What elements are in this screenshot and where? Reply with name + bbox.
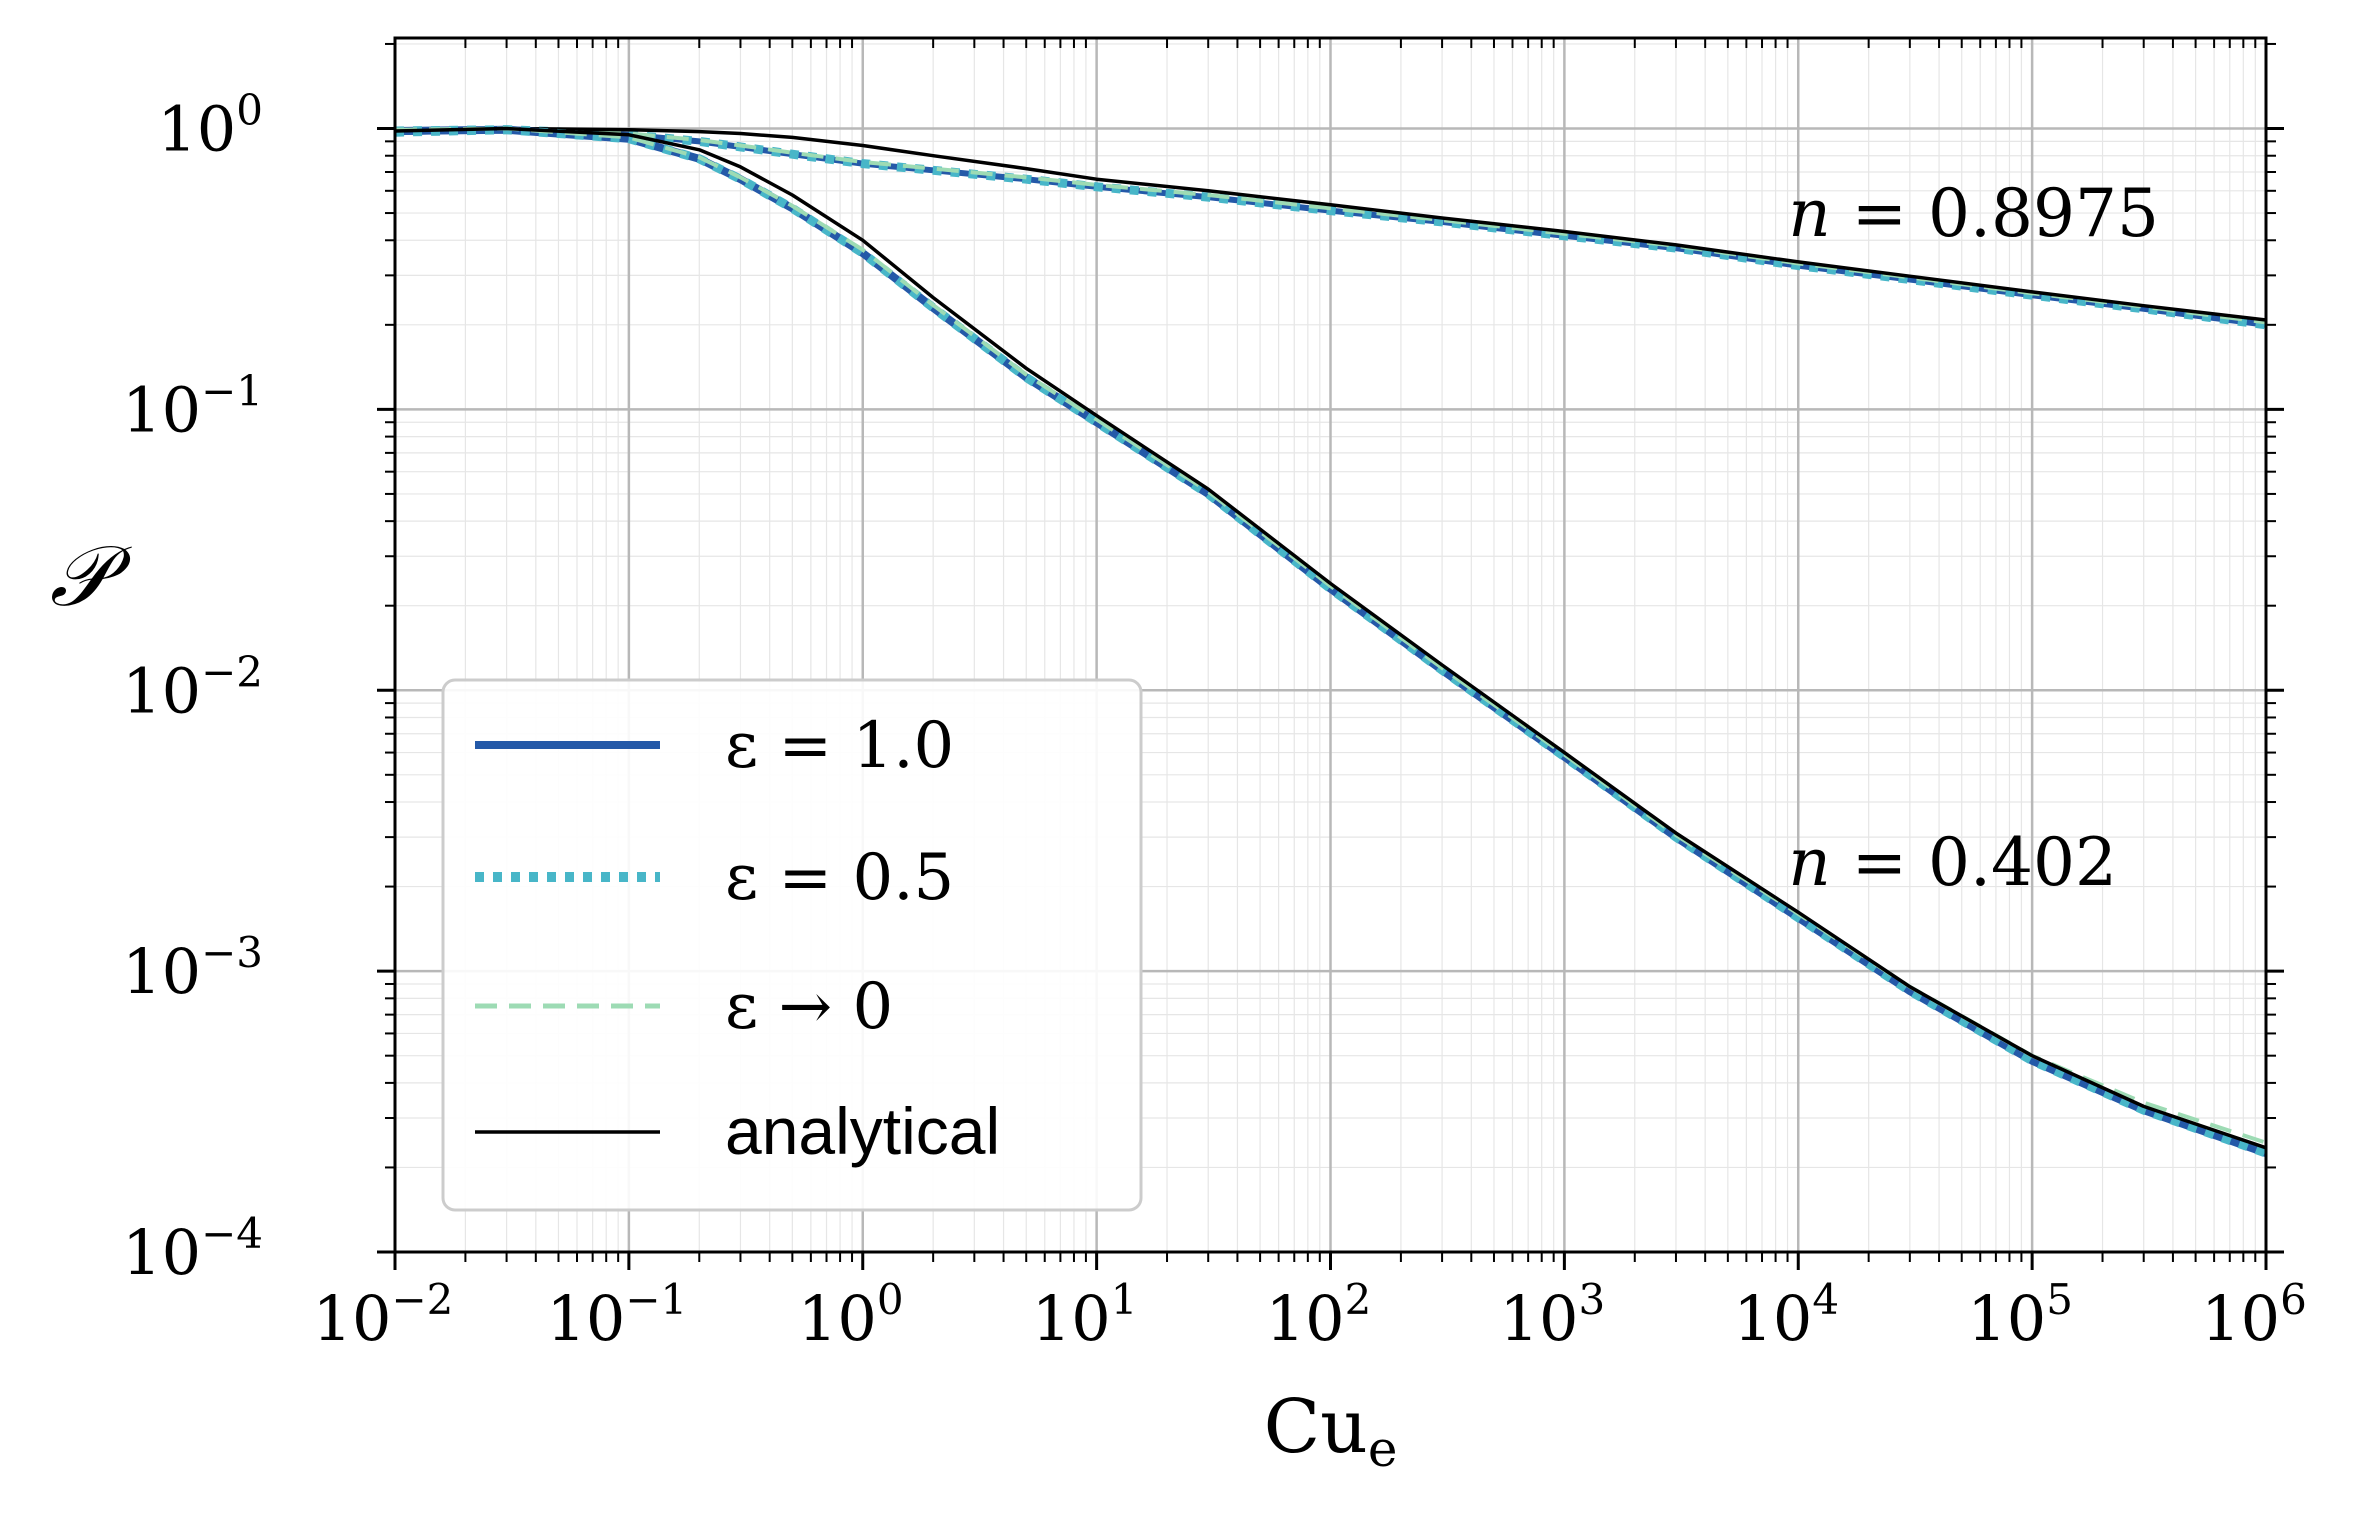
- y-tick-label-exponent: 0: [236, 86, 263, 135]
- y-tick-label-base: 10: [122, 373, 201, 446]
- y-tick-label: 10−1: [122, 366, 263, 446]
- y-tick-label-base: 10: [122, 935, 201, 1008]
- x-tick-label-exponent: 5: [2046, 1275, 2073, 1324]
- y-tick-label: 100: [157, 86, 263, 166]
- legend-box: [441, 678, 1143, 1212]
- x-tick-label: 106: [2201, 1275, 2307, 1355]
- y-tick-label-base: 10: [122, 654, 201, 727]
- x-tick-label-exponent: 3: [1578, 1275, 1605, 1324]
- y-tick-label: 10−2: [122, 647, 263, 727]
- series-line-analytical-upper: [394, 126, 2267, 322]
- annotation-value: = 0.8975: [1831, 175, 2159, 252]
- x-tick-label-base: 10: [546, 1282, 625, 1355]
- x-tick-label-exponent: −1: [625, 1275, 687, 1324]
- x-tick-label-exponent: 0: [877, 1275, 904, 1324]
- x-tick-label-exponent: 1: [1111, 1275, 1138, 1324]
- x-tick-label-base: 10: [1266, 1282, 1345, 1355]
- x-tick-label: 105: [1967, 1275, 2073, 1355]
- x-tick-label-exponent: −2: [391, 1275, 453, 1324]
- x-tick-label-base: 10: [1967, 1282, 2046, 1355]
- x-tick-label: 10−1: [546, 1275, 687, 1355]
- annotation-label: n = 0.402: [1788, 824, 2117, 901]
- x-tick-label-exponent: 6: [2280, 1275, 2307, 1324]
- ticks-layer: [377, 38, 2284, 1270]
- x-tick-label-base: 10: [313, 1282, 392, 1355]
- y-tick-label: 10−4: [122, 1209, 263, 1289]
- y-tick-label-exponent: −2: [201, 647, 263, 696]
- x-axis-label-base: Cu: [1264, 1384, 1368, 1470]
- legend-label: analytical: [725, 1094, 1000, 1168]
- x-tick-label: 100: [798, 1275, 904, 1355]
- y-tick-label-base: 10: [157, 93, 236, 166]
- legend-label: ε = 1.0: [725, 709, 954, 783]
- y-tick-label-exponent: −3: [201, 928, 263, 977]
- x-tick-label: 104: [1733, 1275, 1839, 1355]
- x-tick-label: 10−2: [313, 1275, 454, 1355]
- annotation-symbol: n: [1788, 175, 1831, 252]
- x-tick-label-base: 10: [1500, 1282, 1579, 1355]
- legend-label: ε → 0: [725, 970, 893, 1044]
- series-line--0.5-lower: [394, 125, 2268, 1158]
- x-tick-label-exponent: 2: [1345, 1275, 1372, 1324]
- x-tick-label-base: 10: [798, 1282, 877, 1355]
- series-line-analytical-lower: [394, 126, 2267, 1150]
- annotation-symbol: n: [1788, 824, 1831, 901]
- y-tick-label-exponent: −1: [201, 366, 263, 415]
- plot-frame: [393, 36, 2268, 1254]
- x-tick-label-base: 10: [1032, 1282, 1111, 1355]
- y-axis-label: 𝒫: [50, 527, 132, 625]
- y-tick-label-exponent: −4: [201, 1209, 263, 1258]
- annotation-value: = 0.402: [1831, 824, 2117, 901]
- x-tick-label-exponent: 4: [1812, 1275, 1839, 1324]
- y-tick-label: 10−3: [122, 928, 263, 1008]
- x-tick-label-base: 10: [1733, 1282, 1812, 1355]
- x-tick-label: 103: [1500, 1275, 1606, 1355]
- y-tick-label-base: 10: [122, 1216, 201, 1289]
- tick-labels: 10−2 10−1 100 101 102 103 104 105 10610010−110−2…: [122, 86, 2307, 1355]
- series-layer: [394, 125, 2268, 1158]
- legend: ε = 1.0 ε = 0.5 ε → 0 analytical: [441, 678, 1143, 1212]
- x-tick-label-base: 10: [2201, 1282, 2280, 1355]
- x-axis-label: Cue: [1264, 1384, 1398, 1478]
- annotation-label: n = 0.8975: [1788, 175, 2159, 252]
- x-tick-label: 101: [1032, 1275, 1138, 1355]
- x-tick-label: 102: [1266, 1275, 1372, 1355]
- x-axis-label-sub: e: [1368, 1420, 1398, 1478]
- legend-label: ε = 0.5: [725, 841, 954, 915]
